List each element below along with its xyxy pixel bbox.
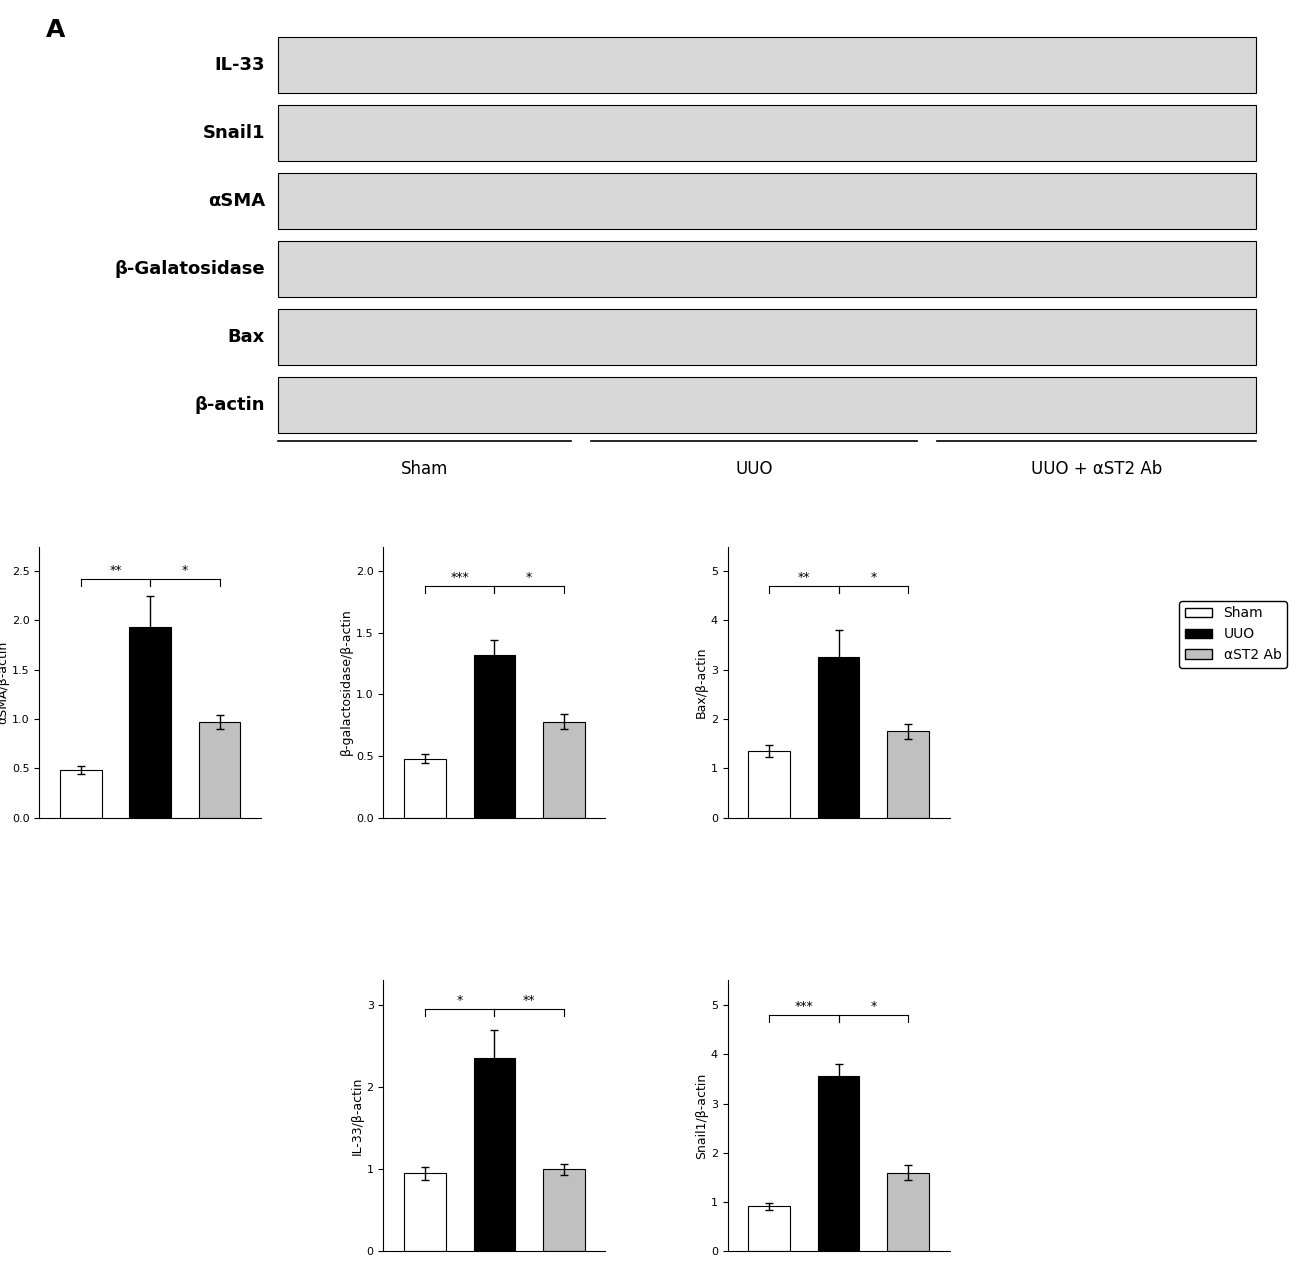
Text: *: * [456, 994, 463, 1008]
Text: *: * [870, 571, 877, 584]
Text: **: ** [523, 994, 536, 1008]
Bar [277, 378, 1256, 433]
Bar [277, 37, 1256, 93]
Bar [818, 658, 860, 817]
Bar [404, 759, 446, 817]
Bar [749, 751, 791, 817]
Text: UUO + αST2 Ab: UUO + αST2 Ab [1031, 460, 1162, 478]
Y-axis label: Bax/β-actin: Bax/β-actin [695, 646, 708, 718]
Text: A: A [46, 18, 65, 42]
Bar [60, 770, 102, 817]
Text: *: * [870, 1000, 877, 1013]
Y-axis label: IL-33/β-actin: IL-33/β-actin [350, 1077, 363, 1156]
Bar [277, 241, 1256, 298]
Bar [887, 732, 929, 817]
Bar [404, 1174, 446, 1251]
Text: αSMA: αSMA [208, 192, 265, 211]
Text: UUO: UUO [735, 460, 772, 478]
Y-axis label: αSMA/β-actin: αSMA/β-actin [0, 641, 9, 724]
Text: B: B [52, 658, 71, 681]
Bar [473, 655, 515, 817]
Text: Snail1: Snail1 [203, 124, 265, 142]
Bar [749, 1205, 791, 1251]
Bar [277, 174, 1256, 229]
Text: β-actin: β-actin [195, 396, 265, 414]
Text: ***: *** [795, 1000, 813, 1013]
Bar [129, 627, 171, 817]
Legend: Sham, UUO, αST2 Ab: Sham, UUO, αST2 Ab [1179, 600, 1287, 668]
Text: β-Galatosidase: β-Galatosidase [115, 261, 265, 278]
Text: **: ** [110, 564, 122, 577]
Bar [887, 1172, 929, 1251]
Y-axis label: Snail1/β-actin: Snail1/β-actin [695, 1073, 708, 1160]
Bar [542, 722, 584, 817]
Text: **: ** [797, 571, 810, 584]
Bar [542, 1170, 584, 1251]
Text: Sham: Sham [401, 460, 448, 478]
Text: ***: *** [451, 571, 469, 584]
Text: *: * [182, 564, 188, 577]
Text: *: * [525, 571, 532, 584]
Bar [277, 105, 1256, 161]
Y-axis label: β-galactosidase/β-actin: β-galactosidase/β-actin [340, 609, 353, 756]
Bar [818, 1077, 860, 1251]
Text: Bax: Bax [227, 328, 265, 346]
Bar [277, 309, 1256, 365]
Bar [199, 722, 240, 817]
Text: IL-33: IL-33 [214, 56, 265, 74]
Bar [473, 1059, 515, 1251]
